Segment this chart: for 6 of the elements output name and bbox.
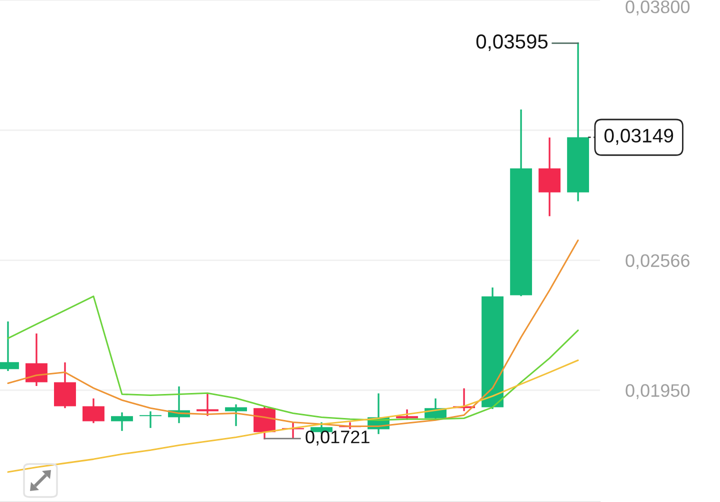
annotation: 0,01721: [306, 430, 370, 446]
annotation: 0,03595: [476, 34, 548, 52]
y-tick-label: 0,01950: [626, 384, 690, 400]
y-tick-label: 0,02566: [626, 254, 690, 270]
text: 0,03149: [604, 128, 674, 145]
y-tick-label: 0,03800: [626, 0, 690, 16]
